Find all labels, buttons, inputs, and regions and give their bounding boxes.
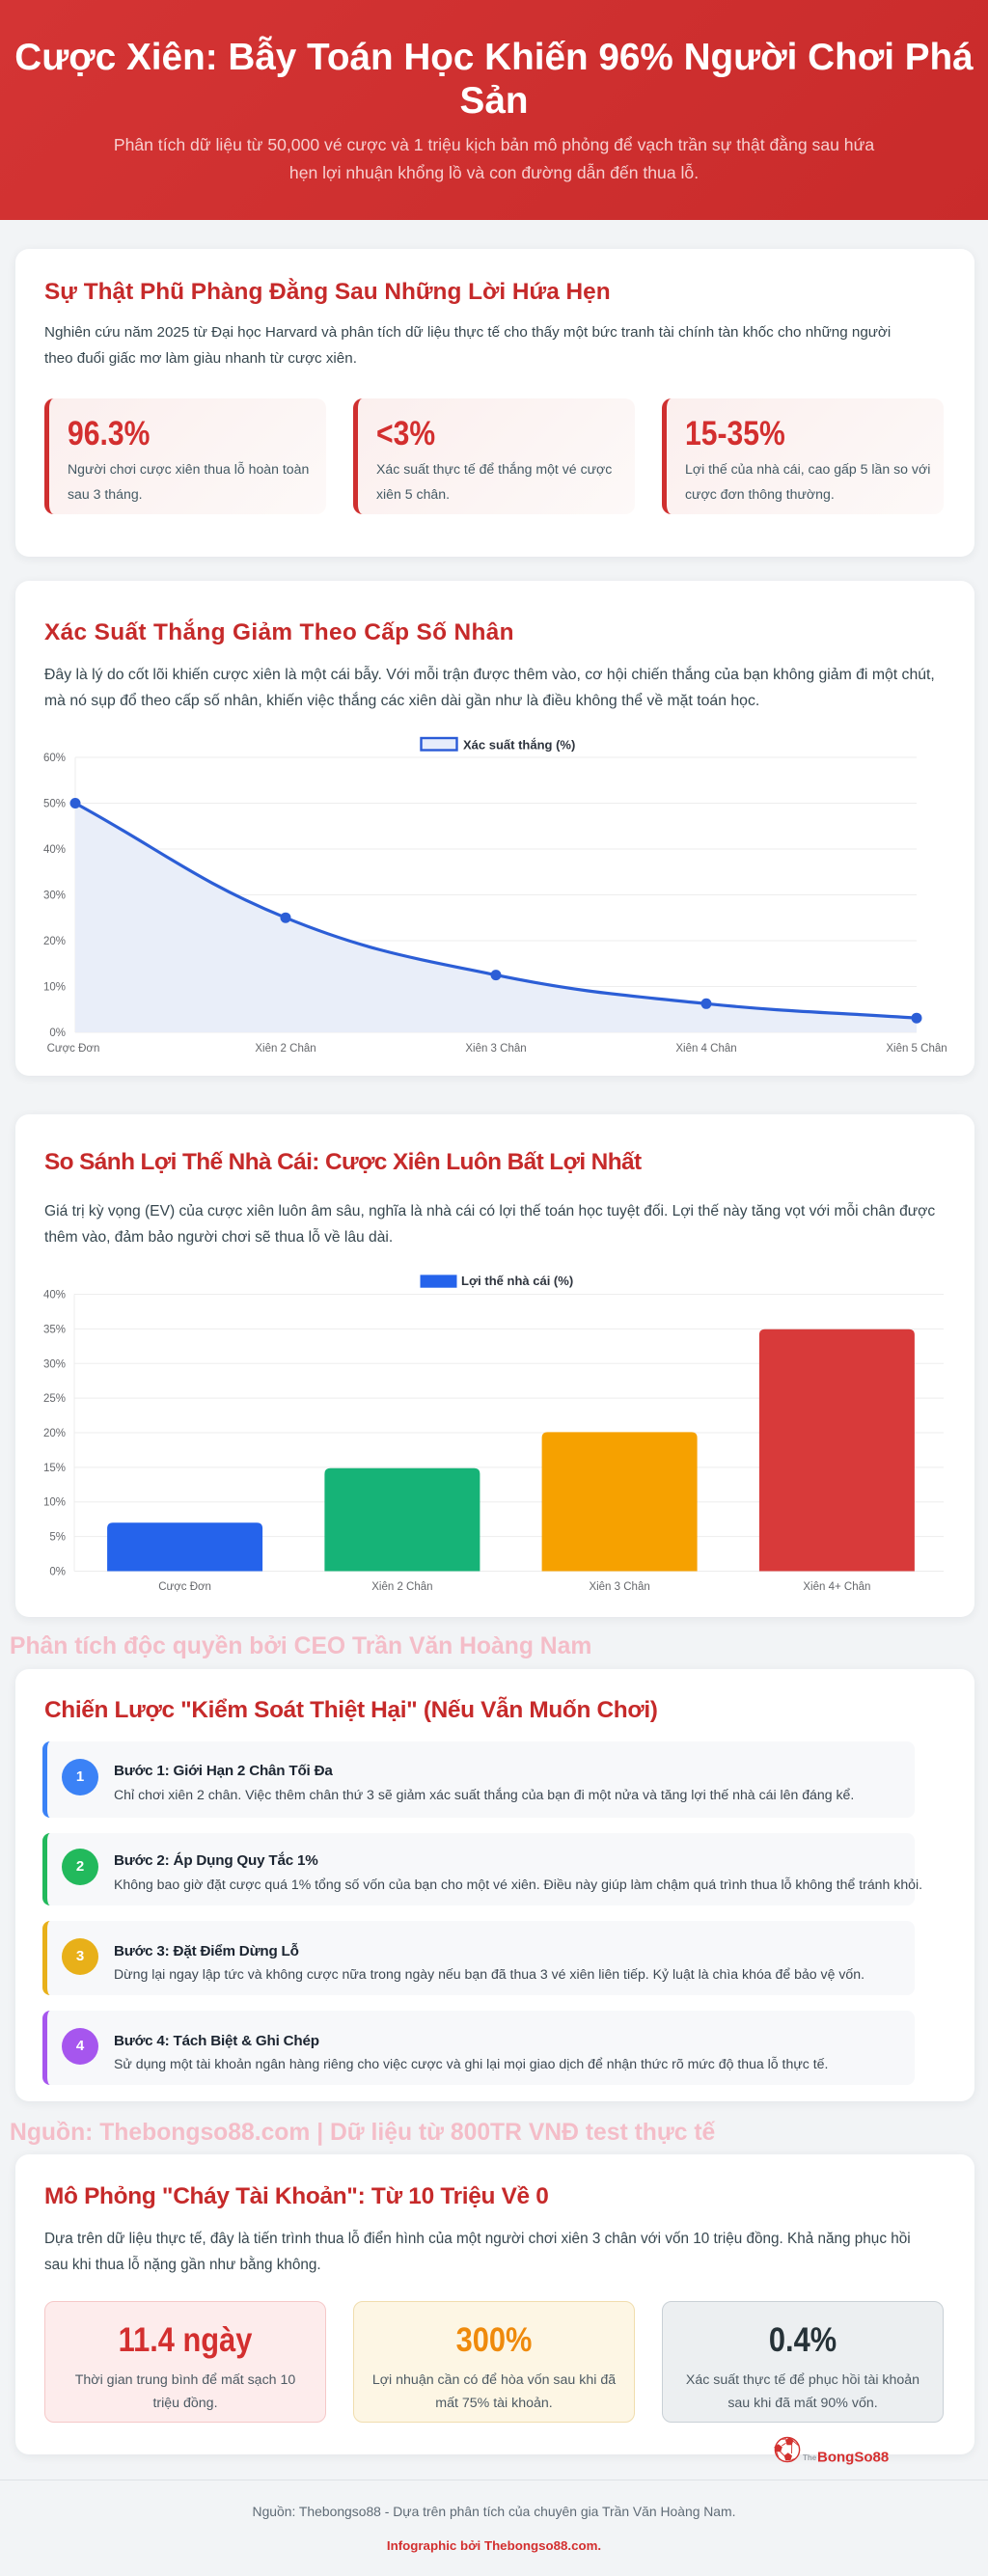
svg-text:50%: 50%	[43, 799, 66, 810]
svg-text:25%: 25%	[43, 1393, 66, 1405]
svg-text:40%: 40%	[43, 844, 66, 856]
svg-text:10%: 10%	[43, 982, 66, 994]
svg-text:BongSo88: BongSo88	[817, 2450, 889, 2466]
svg-text:Xiên 2 Chân: Xiên 2 Chân	[371, 1581, 432, 1593]
svg-text:30%: 30%	[43, 891, 66, 902]
svg-text:Xiên 2 Chân: Xiên 2 Chân	[255, 1043, 316, 1055]
svg-text:Xiên 3 Chân: Xiên 3 Chân	[589, 1581, 649, 1593]
svg-text:60%: 60%	[43, 753, 66, 764]
svg-text:5%: 5%	[49, 1532, 66, 1544]
svg-text:Lợi thế nhà cái (%): Lợi thế nhà cái (%)	[461, 1274, 573, 1288]
svg-text:Xiên 3 Chân: Xiên 3 Chân	[465, 1043, 526, 1055]
svg-text:30%: 30%	[43, 1358, 66, 1370]
svg-text:10%: 10%	[43, 1497, 66, 1509]
svg-text:Cược Đơn: Cược Đơn	[158, 1581, 211, 1593]
svg-text:Cược Đơn: Cược Đơn	[47, 1043, 100, 1055]
svg-text:0%: 0%	[49, 1028, 66, 1039]
svg-text:Xiên 4 Chân: Xiên 4 Chân	[675, 1043, 736, 1055]
svg-text:35%: 35%	[43, 1324, 66, 1335]
svg-text:40%: 40%	[43, 1290, 66, 1302]
svg-text:Xiên 4+ Chân: Xiên 4+ Chân	[803, 1581, 870, 1593]
svg-text:20%: 20%	[43, 936, 66, 947]
svg-text:0%: 0%	[49, 1567, 66, 1578]
svg-text:15%: 15%	[43, 1463, 66, 1474]
svg-text:20%: 20%	[43, 1428, 66, 1439]
svg-text:Xác suất thắng (%): Xác suất thắng (%)	[463, 737, 575, 752]
svg-text:Xiên 5 Chân: Xiên 5 Chân	[886, 1043, 947, 1055]
svg-text:The: The	[803, 2453, 817, 2462]
